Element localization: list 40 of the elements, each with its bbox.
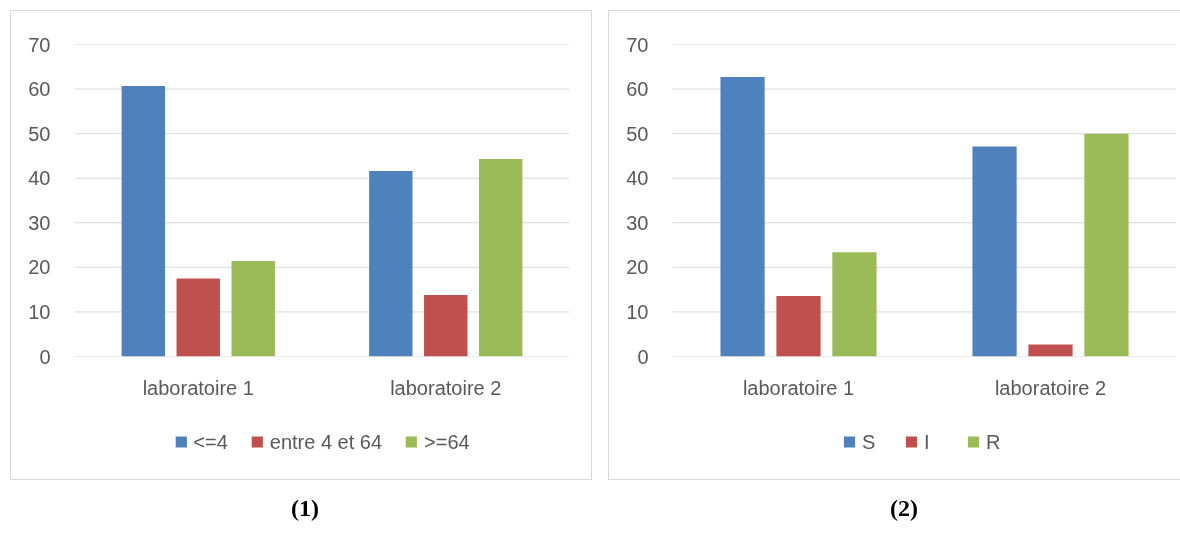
text: (1) [291, 494, 319, 523]
bar [121, 85, 166, 357]
y-tick-label: 70 [28, 33, 51, 56]
y-tick-label: 30 [626, 211, 649, 234]
x-tick-label: laboratoire 1 [142, 376, 254, 399]
bar [972, 146, 1017, 357]
y-tick-label: 60 [28, 78, 51, 101]
y-tick-label: 0 [39, 345, 51, 368]
bar [1028, 344, 1073, 357]
y-tick-label: 20 [28, 256, 51, 279]
bar [720, 77, 765, 357]
legend-label: <=4 [193, 430, 228, 453]
y-tick-label: 10 [28, 300, 51, 323]
bar [478, 159, 523, 357]
x-tick-label: laboratoire 2 [390, 376, 502, 399]
y-tick-label: 0 [637, 345, 649, 368]
bar [176, 278, 220, 357]
y-tick-label: 50 [28, 122, 51, 145]
bar [424, 294, 468, 357]
legend-label: R [986, 430, 1002, 453]
y-tick-label: 30 [28, 211, 51, 234]
bar [369, 171, 413, 357]
y-tick-label: 20 [626, 256, 649, 279]
legend-label: >=64 [424, 430, 470, 453]
bar [832, 252, 877, 357]
bar [776, 295, 821, 357]
y-tick-label: 70 [626, 33, 649, 56]
y-tick-label: 10 [626, 300, 649, 323]
y-tick-label: 50 [626, 122, 649, 145]
y-tick-label: 40 [28, 167, 51, 190]
legend-label: entre 4 et 64 [269, 430, 383, 453]
legend-label: S [862, 430, 877, 453]
x-tick-label: laboratoire 2 [994, 376, 1107, 399]
text: (2) [890, 494, 918, 523]
bar [1084, 133, 1129, 357]
bar [231, 261, 275, 357]
y-tick-label: 40 [626, 167, 649, 190]
y-tick-label: 60 [626, 78, 649, 101]
x-tick-label: laboratoire 1 [742, 376, 855, 399]
legend-label: I [924, 430, 931, 453]
